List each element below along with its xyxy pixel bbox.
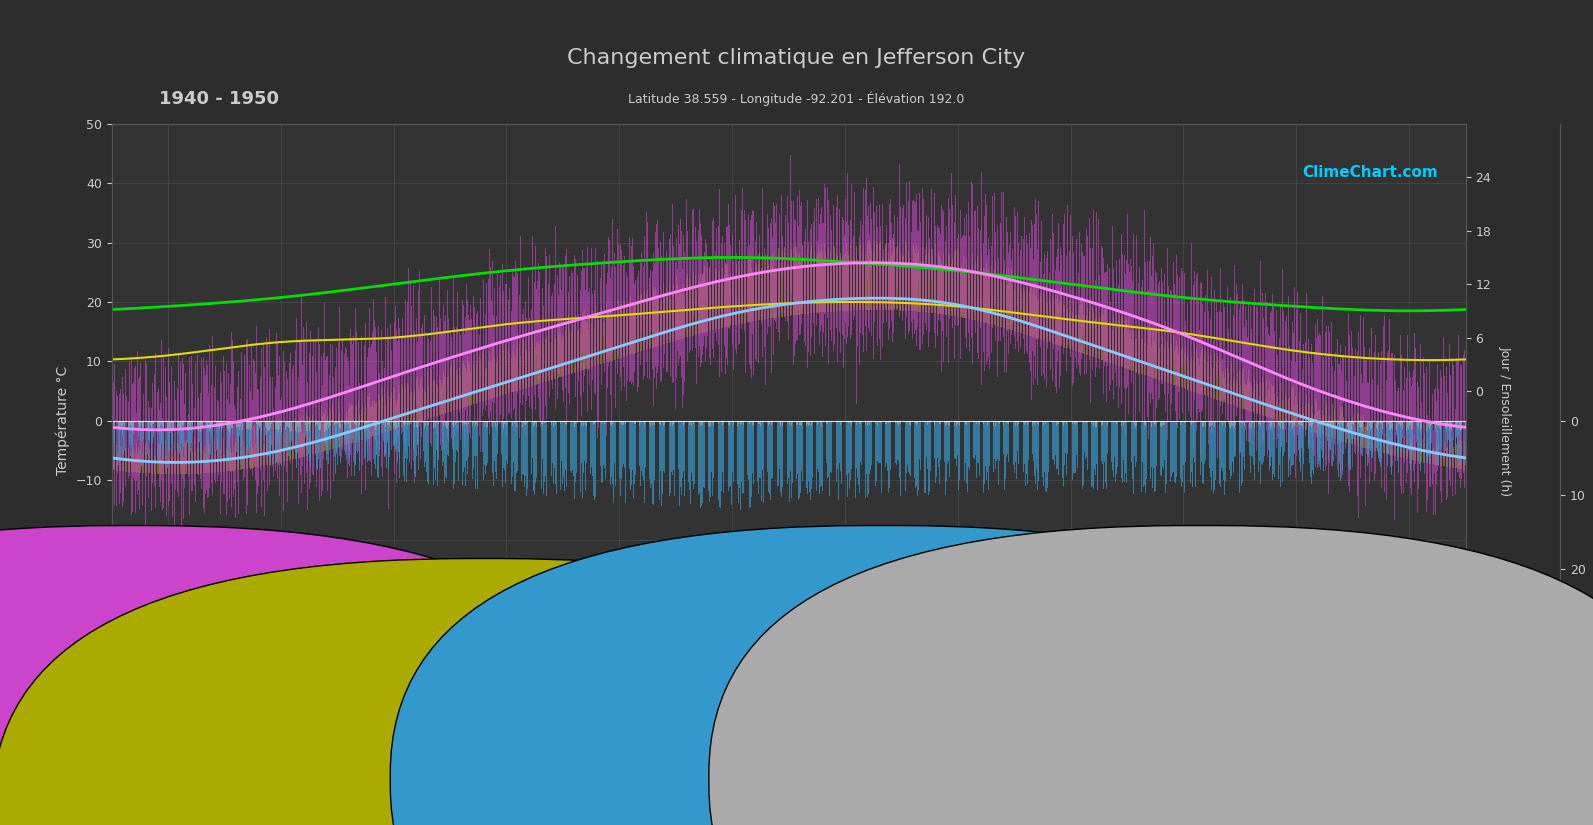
Text: Changement climatique en Jefferson City: Changement climatique en Jefferson City [567,48,1026,68]
Text: Pluie (mm): Pluie (mm) [908,737,984,750]
Text: ClimeChart.com: ClimeChart.com [139,655,274,670]
Text: ClimeChart.com: ClimeChart.com [1303,165,1438,181]
Text: Plage min / max par jour: Plage min / max par jour [159,773,306,786]
Text: Neige (mm): Neige (mm) [1227,737,1309,750]
Text: 1940 - 1950: 1940 - 1950 [159,90,279,108]
Text: Moyenne mensuelle: Moyenne mensuelle [1227,806,1344,819]
Text: © ClimeChart.com: © ClimeChart.com [1440,807,1545,817]
Text: Moyenne mensuelle: Moyenne mensuelle [159,806,277,819]
Text: Jour / Ensoleillement (h): Jour / Ensoleillement (h) [510,737,679,750]
Y-axis label: Jour / Ensoleillement (h): Jour / Ensoleillement (h) [1499,346,1512,496]
Text: Soleil par jour: Soleil par jour [510,806,593,819]
Text: Lumière du jour par jour: Lumière du jour par jour [510,773,653,786]
Text: Pluie par jour: Pluie par jour [908,773,986,786]
Text: Neige par jour: Neige par jour [1227,773,1311,786]
Text: Latitude 38.559 - Longitude -92.201 - Élévation 192.0: Latitude 38.559 - Longitude -92.201 - Él… [628,92,965,106]
Text: Température °C: Température °C [159,737,269,750]
Y-axis label: Température °C: Température °C [56,366,70,475]
Text: Moyenne mensuelle: Moyenne mensuelle [908,806,1026,819]
